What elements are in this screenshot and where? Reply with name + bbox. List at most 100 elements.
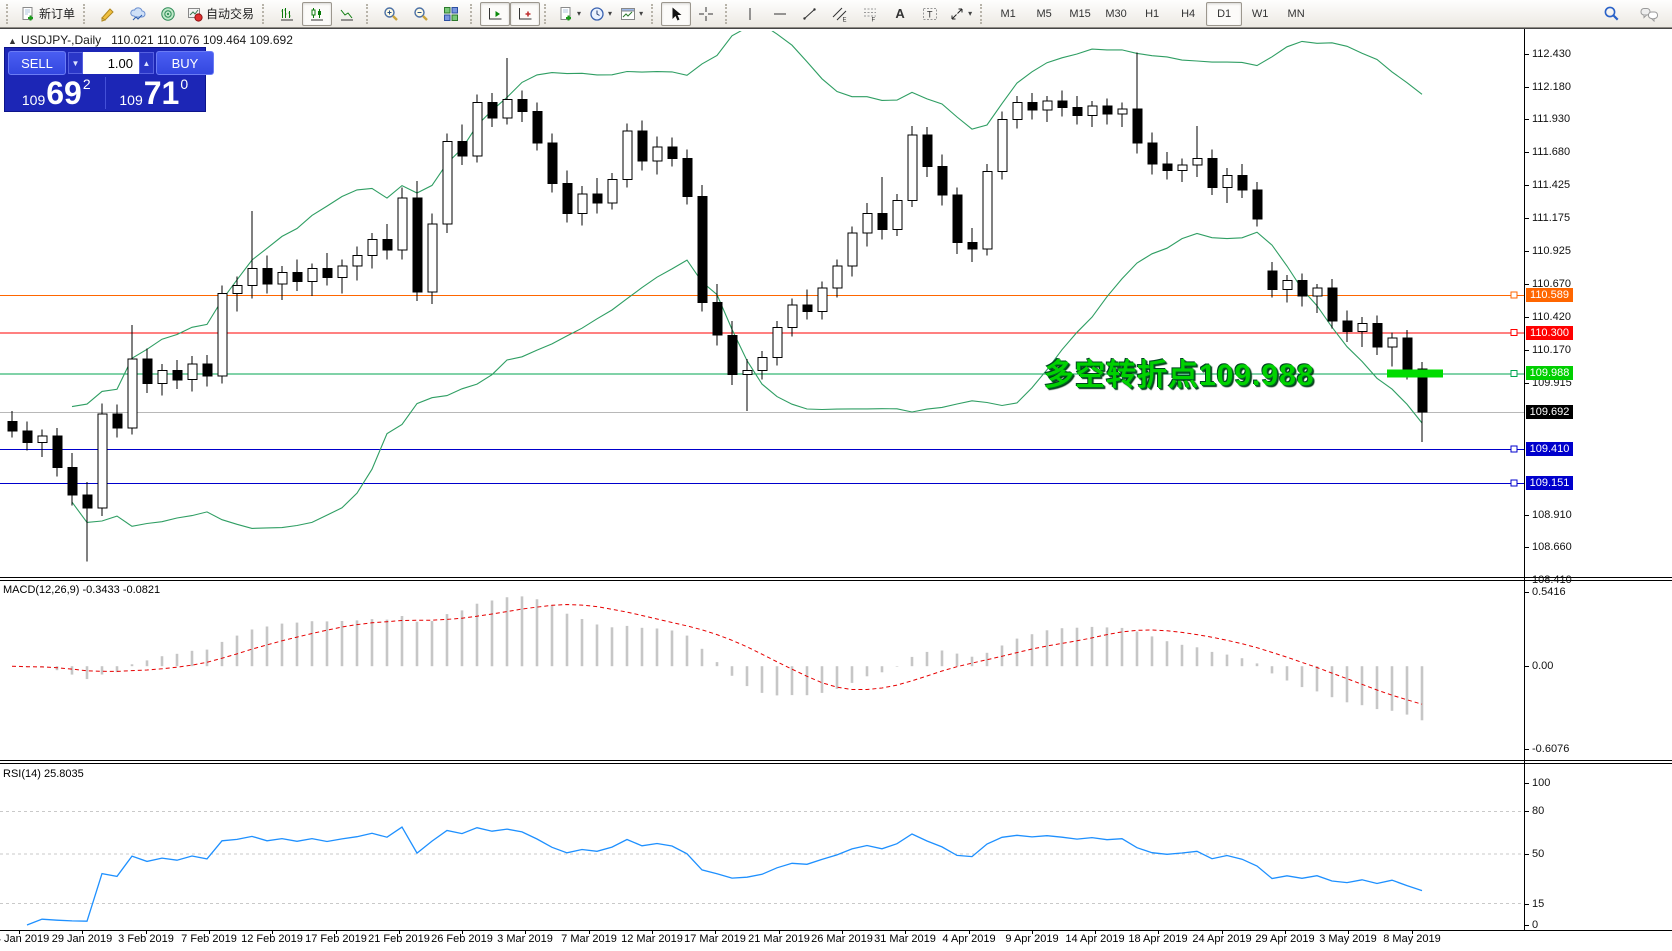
bar-chart-icon bbox=[279, 6, 295, 22]
timeframe-m30[interactable]: M30 bbox=[1105, 7, 1127, 20]
buy-price-display[interactable]: 109 71 0 bbox=[119, 75, 189, 111]
date-axis-label: 29 Jan 2019 bbox=[51, 933, 113, 945]
toolbar-grip[interactable] bbox=[651, 3, 657, 24]
buy-button[interactable]: BUY bbox=[156, 51, 214, 75]
crosshair-icon bbox=[698, 6, 714, 22]
chevron-down-icon: ▾ bbox=[608, 8, 613, 18]
trendline-tool-button[interactable] bbox=[795, 2, 825, 26]
timeframe-h4[interactable]: H4 bbox=[1181, 7, 1196, 20]
rsi-tick-mark bbox=[1524, 811, 1529, 812]
rsi-tick-label: 0 bbox=[1532, 919, 1539, 931]
zoom-in-button[interactable] bbox=[376, 2, 406, 26]
macd-tick-label: 0.00 bbox=[1532, 660, 1554, 672]
timeframe-m1[interactable]: M1 bbox=[1000, 7, 1016, 20]
volume-decrease-button[interactable]: ▼ bbox=[68, 52, 83, 74]
toolbar-grip[interactable] bbox=[366, 3, 372, 24]
price-level-badge[interactable]: 110.300 bbox=[1526, 326, 1573, 340]
channel-tool-button[interactable]: E bbox=[825, 2, 855, 26]
periods-button[interactable]: ▾ bbox=[585, 2, 616, 26]
charts-cloud-button[interactable] bbox=[123, 2, 153, 26]
price-level-badge[interactable]: 109.410 bbox=[1526, 442, 1573, 456]
price-tick-label: 109.915 bbox=[1532, 377, 1572, 389]
cursor-tool-button[interactable] bbox=[661, 1, 692, 26]
timeframe-m5[interactable]: M5 bbox=[1036, 7, 1052, 20]
toolbar-grip[interactable] bbox=[470, 3, 476, 24]
toolbar-grip[interactable] bbox=[980, 3, 986, 24]
fibonacci-tool-button[interactable]: F bbox=[855, 2, 885, 26]
fibonacci-icon: F bbox=[862, 6, 878, 22]
chat-icon bbox=[1640, 6, 1659, 22]
templates-button[interactable]: ▾ bbox=[616, 2, 647, 26]
horizontal-line-tool-button[interactable] bbox=[765, 2, 795, 26]
timeframe-m15[interactable]: M15 bbox=[1069, 7, 1091, 20]
search-button[interactable] bbox=[1596, 2, 1626, 26]
label-tool-button[interactable]: T bbox=[915, 2, 945, 26]
new-order-button[interactable]: 新订单 bbox=[16, 2, 79, 26]
line-chart-mode-button[interactable] bbox=[332, 2, 362, 26]
zoom-out-button[interactable] bbox=[406, 2, 436, 26]
candlestick-mode-button[interactable] bbox=[302, 1, 333, 26]
text-tool-button[interactable]: A bbox=[885, 2, 915, 26]
bar-chart-mode-button[interactable] bbox=[272, 2, 302, 26]
price-level-badge[interactable]: 109.151 bbox=[1526, 476, 1573, 490]
macd-tick-mark bbox=[1524, 592, 1529, 593]
styles-button[interactable] bbox=[93, 2, 123, 26]
indicators-button[interactable]: ▾ bbox=[554, 2, 585, 26]
date-axis-label: 3 Feb 2019 bbox=[118, 933, 174, 945]
toolbar-grip[interactable] bbox=[262, 3, 268, 24]
price-tick-label: 110.925 bbox=[1532, 245, 1571, 257]
toolbar-grip[interactable] bbox=[83, 3, 89, 24]
radar-icon bbox=[160, 6, 176, 22]
price-tick-mark bbox=[1524, 547, 1529, 548]
signals-button[interactable] bbox=[153, 2, 183, 26]
date-axis-label: 24 Apr 2019 bbox=[1192, 933, 1252, 945]
arrows-tool-button[interactable]: ▾ bbox=[945, 2, 976, 26]
toolbar-grip[interactable] bbox=[544, 3, 550, 24]
symbol-period-label: USDJPY-,Daily bbox=[20, 33, 102, 47]
price-tick-label: 108.660 bbox=[1532, 541, 1572, 553]
price-tick-mark bbox=[1524, 119, 1529, 120]
price-tick-label: 111.930 bbox=[1532, 113, 1571, 125]
toolbar-grip[interactable] bbox=[6, 3, 12, 24]
toolbar-grip[interactable] bbox=[725, 3, 731, 24]
timeframe-w1[interactable]: W1 bbox=[1251, 7, 1269, 20]
timeframe-mn[interactable]: MN bbox=[1287, 7, 1305, 20]
price-tick-label: 110.420 bbox=[1532, 311, 1571, 323]
auto-trading-button[interactable]: 自动交易 bbox=[183, 2, 258, 26]
timeframe-d1[interactable]: D1 bbox=[1206, 1, 1243, 26]
price-tick-mark bbox=[1524, 284, 1529, 285]
date-axis-label: 7 Mar 2019 bbox=[561, 933, 617, 945]
rsi-tick-label: 50 bbox=[1532, 848, 1545, 860]
date-axis-label: 17 Feb 2019 bbox=[305, 933, 367, 945]
date-axis-label: 14 Apr 2019 bbox=[1065, 933, 1125, 945]
chat-button[interactable] bbox=[1634, 2, 1664, 26]
crosshair-tool-button[interactable] bbox=[691, 2, 721, 26]
chart-shift-button[interactable] bbox=[510, 1, 541, 26]
volume-increase-button[interactable]: ▲ bbox=[139, 52, 154, 74]
price-level-badge[interactable]: 109.988 bbox=[1526, 366, 1573, 380]
text-tool-icon: A bbox=[895, 6, 905, 21]
vertical-line-tool-button[interactable] bbox=[735, 2, 765, 26]
svg-text:E: E bbox=[843, 17, 847, 22]
timeframe-group: M1 M5 M15 M30 H1 H4 D1 W1 MN bbox=[990, 1, 1314, 26]
sell-button[interactable]: SELL bbox=[8, 51, 66, 75]
date-axis-label: 12 Feb 2019 bbox=[241, 933, 303, 945]
volume-input[interactable] bbox=[83, 52, 139, 74]
chart-canvas[interactable] bbox=[0, 28, 1672, 951]
chart-window[interactable]: ▲ USDJPY-,Daily 110.021 110.076 109.464 10… bbox=[0, 28, 1672, 951]
sell-price-display[interactable]: 109 69 2 bbox=[8, 77, 106, 109]
price-level-badge[interactable]: 110.589 bbox=[1526, 288, 1573, 302]
chevron-down-icon: ▾ bbox=[968, 8, 973, 18]
rsi-tick-mark bbox=[1524, 904, 1529, 905]
candlestick-icon bbox=[309, 6, 325, 22]
annotation-text[interactable]: 多空转折点109.988 bbox=[1044, 359, 1315, 392]
equidistant-channel-icon: E bbox=[832, 6, 848, 22]
price-tick-mark bbox=[1524, 251, 1529, 252]
auto-scroll-button[interactable] bbox=[480, 1, 511, 26]
date-axis-label: 3 Mar 2019 bbox=[497, 933, 553, 945]
tile-windows-button[interactable] bbox=[436, 2, 466, 26]
collapse-icon[interactable]: ▲ bbox=[8, 36, 17, 46]
timeframe-h1[interactable]: H1 bbox=[1145, 7, 1160, 20]
